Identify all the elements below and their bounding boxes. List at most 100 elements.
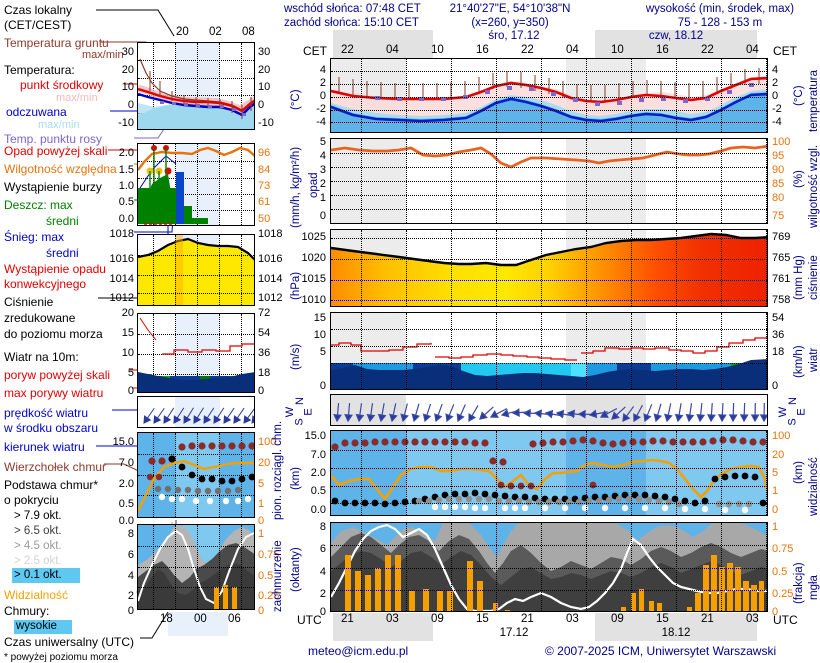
compass-e-right: E <box>796 408 808 415</box>
mini-cover-rtick-2: 0.5 <box>258 570 273 582</box>
temp-rtick-3: -2 <box>772 103 782 115</box>
night-band-top-1 <box>333 30 433 44</box>
top-time-4: 22 <box>521 44 534 56</box>
panel-wind-direction <box>330 394 768 426</box>
mini-press-rtick-3: 1012 <box>258 292 282 304</box>
mini-wind-rtick-2: 36 <box>258 347 270 359</box>
cloud-right-unit: (km) <box>793 461 805 484</box>
bottom-time-4: 21 <box>521 613 534 625</box>
bottom-time-2: 09 <box>431 613 444 625</box>
sunset-text: zachód słońca: 15:10 CET <box>284 17 419 29</box>
utc-label-left: UTC <box>297 613 322 627</box>
press-right-unit: (mm Hg) <box>793 255 805 300</box>
bottom-time-8: 21 <box>701 613 714 625</box>
mini-panel-pressure <box>137 234 255 306</box>
wind-right-unit: (km/h) <box>793 345 805 378</box>
cloud-rtick-1: 20 <box>772 449 784 461</box>
compass-s-right: S <box>787 418 799 425</box>
compass-e-left: E <box>303 408 315 415</box>
cloud-ltick-0: 15.0 <box>284 430 326 442</box>
mini-temp-rtick-1: 20 <box>258 64 270 76</box>
panel-wind <box>330 312 768 390</box>
cloud-rtick-2: 5 <box>772 467 778 479</box>
legend-felt-temp-sub: max/min <box>38 119 80 131</box>
legend-leader-utc <box>140 612 170 644</box>
mini-temp-rtick-3: 0 <box>258 99 264 111</box>
legend-high-clouds: wysokie <box>16 620 57 632</box>
mini-cover-tick-0: 8 <box>104 528 134 540</box>
legend-local-time: Czas lokalny <box>4 3 72 17</box>
legend-temp-midpoint-sub: max/min <box>56 92 98 104</box>
temp-rtick-0: 4 <box>772 64 778 76</box>
legend-pressure: Ciśnienie <box>4 295 53 309</box>
cover-rtick-1: 0.75 <box>772 543 793 555</box>
cover-rtick-0: 1 <box>772 521 778 533</box>
mini-panel-cloud-base <box>137 432 255 518</box>
compass-w-right: W <box>777 407 789 417</box>
grid-coordinates-text: (x=260, y=350) <box>420 17 600 29</box>
mini-cloud-rtick-3: 1 <box>258 498 264 510</box>
mini-cloud-tick-4: 0.0 <box>96 515 134 527</box>
wind-ltick-0: 15 <box>292 312 326 324</box>
humid-rtick-3: 85 <box>772 178 784 190</box>
press-ltick-0: 1025 <box>280 231 326 243</box>
legend-wind-speed: prędkość wiatru <box>4 406 88 420</box>
footer-email[interactable]: meteo@icm.edu.pl <box>308 644 408 658</box>
legend-pressure-3: do poziomu morza <box>4 327 103 341</box>
bottom-time-9: 03 <box>746 613 759 625</box>
cloud-left-label2: pion. rozciągl. chm. <box>272 421 284 520</box>
compass-n-left: N <box>294 397 306 405</box>
mini-wind-rtick-0: 72 <box>258 307 270 319</box>
date-band-night-1 <box>333 627 433 641</box>
temp-ltick-1: 2 <box>292 77 326 89</box>
top-time-3: 16 <box>476 44 489 56</box>
cet-label-left: CET <box>303 44 327 58</box>
temp-rtick-4: -4 <box>772 116 782 128</box>
press-ltick-1: 1020 <box>280 252 326 264</box>
humid-rtick-0: 100 <box>772 136 790 148</box>
legend-local-time-zone: (CET/CEST) <box>4 18 71 32</box>
mini-panel-wind <box>137 313 255 393</box>
legend-wind-10m: Wiatr na 10m: <box>4 350 79 364</box>
mini-press-rtick-0: 1018 <box>258 228 282 240</box>
mini-temp-tick-4: -10 <box>102 117 134 129</box>
coordinates-text: 21°40'27"E, 54°10'38"N <box>420 3 600 15</box>
press-rtick-1: 765 <box>772 252 790 264</box>
mini-cloud-tick-2: 2.0 <box>96 478 134 490</box>
mini-cover-rtick-0: 1 <box>258 528 264 540</box>
press-left-unit: (hPa) <box>290 272 302 300</box>
mini-precip-tick-3: 0.5 <box>104 196 134 208</box>
legend-pressure-2: zredukowane <box>4 311 75 325</box>
cloud-rtick-3: 1 <box>772 485 778 497</box>
legend-okt-79: > 7.9 okt. <box>14 510 62 522</box>
mini-wind-tick-2: 10 <box>104 347 134 359</box>
mini-wind-rtick-1: 54 <box>258 327 270 339</box>
altitude-value: 75 - 128 - 153 m <box>620 17 820 29</box>
mini-cover-rtick-4: 0 <box>258 605 264 617</box>
top-time-2: 10 <box>431 44 444 56</box>
legend-humidity: Wilgotność względna <box>4 162 117 176</box>
press-ltick-2: 1015 <box>280 273 326 285</box>
top-time-9: 04 <box>746 44 759 56</box>
legend-utc-label: Czas uniwersalny (UTC) <box>4 635 134 649</box>
panel-precipitation <box>330 138 768 224</box>
sunrise-text: wschód słońca: 07:48 CET <box>284 3 421 15</box>
mini-panel-temperature <box>137 42 255 130</box>
mini-panel-wind-direction <box>137 396 255 428</box>
mini-wind-rtick-4: 0 <box>258 385 264 397</box>
legend-gust-max: max porywy wiatru <box>4 386 103 400</box>
mini-press-tick-0: 1018 <box>92 228 134 240</box>
legend-rain-avg: średni <box>46 214 79 228</box>
mini-humid-tick-0: 96 <box>258 147 270 159</box>
cover-right-unit: (frakcja) <box>793 562 805 604</box>
bottom-time-1: 03 <box>386 613 399 625</box>
mini-temp-tick-2: 10 <box>108 81 134 93</box>
legend-okt-01: > 0.1 okt. <box>14 569 62 581</box>
wind-ltick-3: 0 <box>292 380 326 392</box>
top-time-7: 16 <box>656 44 669 56</box>
legend-felt-temp: odczuwana <box>6 105 67 119</box>
day-label-1: śro, 17.12 <box>433 30 595 42</box>
panel-cloud-base <box>330 430 768 516</box>
compass-rose-right: N E S W <box>776 396 810 426</box>
